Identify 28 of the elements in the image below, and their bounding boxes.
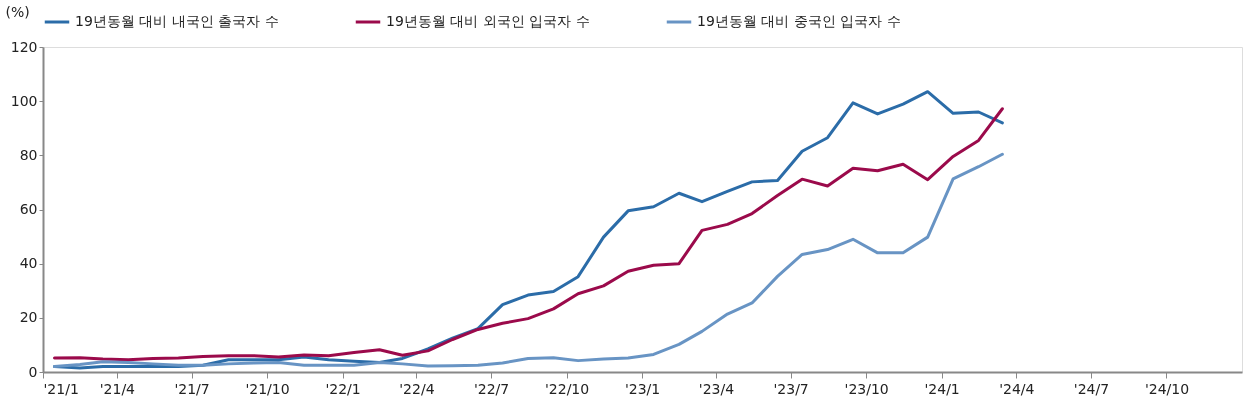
- x-tick-label: '23/10: [844, 380, 889, 397]
- x-tick-label: '23/7: [773, 380, 809, 397]
- x-tick-label: '24/10: [1144, 380, 1190, 397]
- x-tick-label: '22/1: [325, 380, 361, 397]
- y-tick-label: 0: [28, 363, 38, 380]
- x-tick-label: '22/4: [399, 380, 435, 397]
- line-series: [52, 152, 1004, 369]
- y-tick-label: 80: [19, 146, 38, 163]
- x-tick-label: '21/7: [174, 380, 210, 397]
- legend-label: 19년동월 대비 외국인 입국자 수: [386, 13, 590, 29]
- x-tick-label: '21/1: [43, 380, 79, 397]
- y-tick-label: 40: [19, 255, 38, 272]
- y-tick-label: 60: [19, 201, 38, 217]
- y-tick-label: 100: [10, 92, 38, 109]
- x-tick-label: '21/4: [99, 380, 136, 397]
- y-axis-title: (%): [5, 3, 30, 20]
- x-tick-label: '22/7: [473, 380, 510, 397]
- x-tick-label: '24/4: [999, 380, 1035, 397]
- x-tick-label: '24/7: [1073, 380, 1110, 397]
- legend-label: 19년동월 대비 내국인 출국자 수: [75, 13, 279, 29]
- x-tick-label: '23/4: [698, 380, 735, 397]
- y-tick-label: 120: [10, 38, 38, 55]
- x-tick-label: '22/10: [544, 380, 590, 397]
- y-tick-label: 20: [19, 309, 38, 326]
- legend-label: 19년동월 대비 중국인 입국자 수: [697, 13, 901, 29]
- x-tick-label: '24/1: [924, 380, 960, 397]
- x-tick-label: '23/1: [624, 380, 661, 397]
- x-tick-label: '21/10: [245, 380, 290, 397]
